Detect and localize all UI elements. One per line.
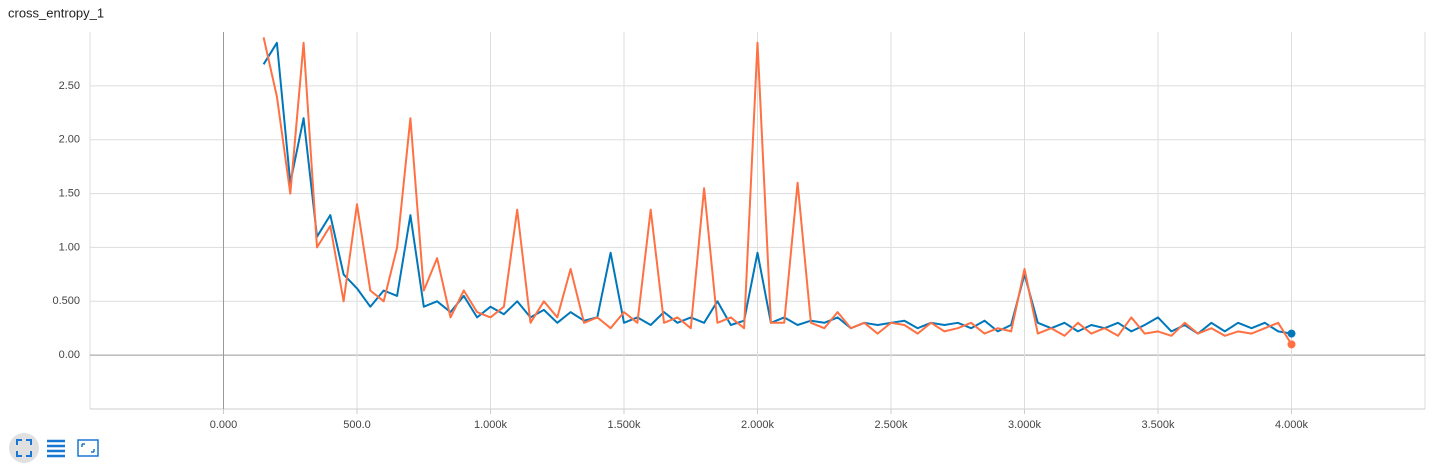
x-tick-label: 500.0 — [343, 419, 371, 431]
toggle-log-button[interactable] — [47, 439, 65, 458]
expand-button[interactable] — [77, 439, 99, 457]
toolbar — [9, 433, 99, 463]
y-tick-label: 1.00 — [59, 241, 80, 253]
series-line — [262, 41, 1292, 335]
x-tick-label: 1.500k — [607, 419, 641, 431]
grid: 0.00 0.500 1.00 1.50 2.00 2.50 0.000 500.0 1.000… — [52, 32, 1426, 431]
x-tick-label: 0.000 — [210, 419, 238, 431]
chart-title: cross_entropy_1 — [8, 5, 104, 20]
end-point — [1287, 329, 1296, 338]
y-tick-label: 2.50 — [59, 80, 80, 92]
series-line — [262, 37, 1293, 345]
x-tick-label: 4.000k — [1275, 419, 1309, 431]
end-point — [1287, 340, 1296, 349]
x-tick-label: 1.000k — [474, 419, 508, 431]
y-tick-label: 2.00 — [59, 134, 80, 146]
plot — [262, 37, 1296, 349]
y-tick-label: 0.500 — [52, 295, 80, 307]
x-tick-label: 2.500k — [874, 419, 908, 431]
fit-domain-button[interactable] — [9, 433, 39, 463]
y-tick-label: 1.50 — [59, 187, 80, 199]
y-tick-label: 0.00 — [59, 349, 80, 361]
x-tick-label: 3.500k — [1141, 419, 1175, 431]
x-tick-label: 2.000k — [741, 419, 775, 431]
x-tick-label: 3.000k — [1008, 419, 1042, 431]
